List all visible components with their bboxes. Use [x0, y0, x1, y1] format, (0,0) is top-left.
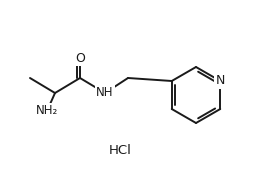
- Text: NH₂: NH₂: [36, 104, 58, 117]
- Text: N: N: [215, 75, 224, 88]
- Text: NH: NH: [96, 86, 113, 99]
- Text: HCl: HCl: [108, 144, 131, 157]
- Text: O: O: [75, 52, 85, 65]
